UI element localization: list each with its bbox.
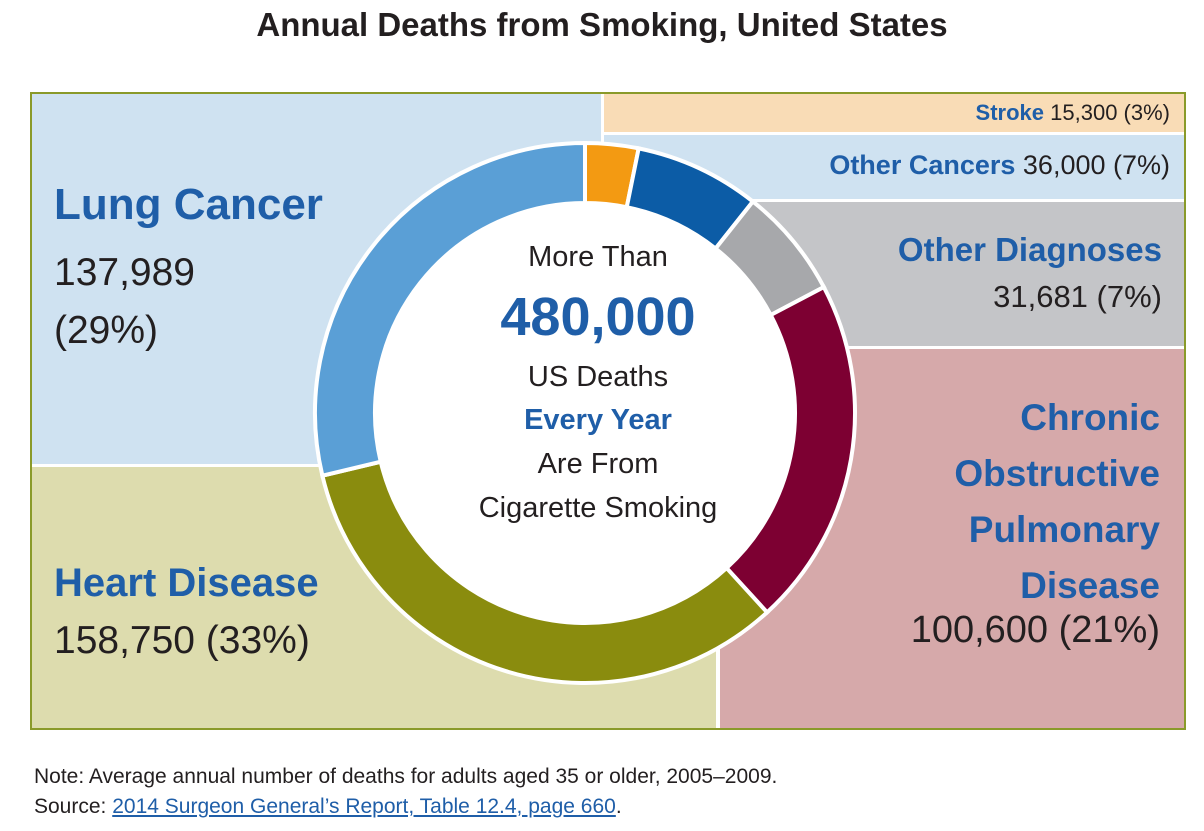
footnote: Note: Average annual number of deaths fo… (34, 762, 777, 822)
heart-disease-label: Heart Disease (54, 561, 319, 605)
stroke-row: Stroke 15,300 (3%) (976, 100, 1170, 126)
panel-stroke (604, 94, 1184, 132)
center-line-4: Every Year (524, 404, 672, 436)
center-line-5: Are From (538, 448, 659, 480)
center-total: 480,000 (500, 287, 695, 347)
center-line-1: More Than (528, 241, 668, 273)
stroke-value: 15,300 (3%) (1050, 100, 1170, 125)
lung-cancer-value: 137,989 (29%) (54, 244, 195, 360)
copd-label: Chronic Obstructive Pulmonary Disease (954, 397, 1160, 606)
center-line-3: US Deaths (528, 361, 668, 393)
other-diagnoses-label: Other Diagnoses (897, 231, 1162, 268)
other-diagnoses-value: 31,681 (7%) (993, 279, 1162, 314)
source-line: Source: 2014 Surgeon General’s Report, T… (34, 792, 777, 822)
source-label: Source: (34, 795, 107, 818)
lung-cancer-count: 137,989 (54, 251, 195, 294)
lung-cancer-percent: (29%) (54, 309, 159, 352)
donut-center (375, 203, 795, 623)
note-text: Note: Average annual number of deaths fo… (34, 765, 778, 788)
center-line-6: Cigarette Smoking (479, 492, 718, 524)
source-link[interactable]: 2014 Surgeon General’s Report, Table 12.… (112, 795, 616, 818)
page-title: Annual Deaths from Smoking, United State… (256, 6, 948, 43)
other-cancers-label: Other Cancers (829, 150, 1016, 180)
source-end: . (615, 795, 622, 818)
other-cancers-row: Other Cancers 36,000 (7%) (829, 150, 1170, 181)
lung-cancer-label: Lung Cancer (54, 180, 323, 229)
stroke-label: Stroke (975, 100, 1045, 125)
copd-value: 100,600 (21%) (910, 609, 1160, 651)
other-cancers-value: 36,000 (7%) (1022, 150, 1170, 180)
heart-disease-value: 158,750 (33%) (54, 619, 310, 662)
donut-chart: More Than 480,000 US Deaths Every Year A… (313, 140, 857, 685)
